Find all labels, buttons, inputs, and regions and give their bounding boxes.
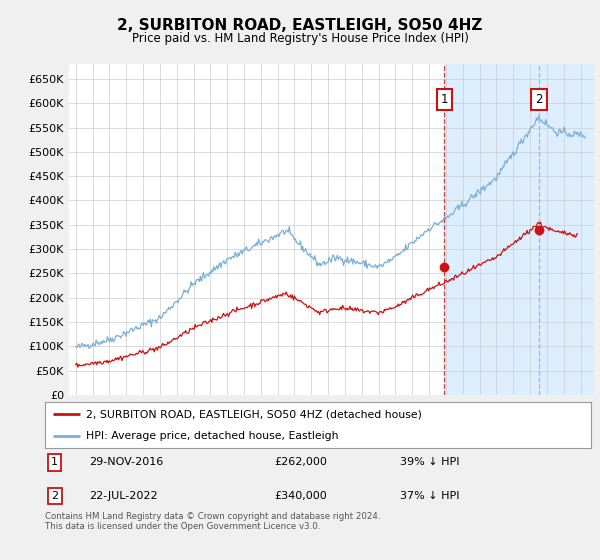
Text: 2: 2 xyxy=(51,491,58,501)
Text: HPI: Average price, detached house, Eastleigh: HPI: Average price, detached house, East… xyxy=(86,431,338,441)
Text: 2: 2 xyxy=(536,93,543,106)
Bar xyxy=(445,64,594,395)
Text: 37% ↓ HPI: 37% ↓ HPI xyxy=(400,491,460,501)
Text: 39% ↓ HPI: 39% ↓ HPI xyxy=(400,458,460,468)
Text: 1: 1 xyxy=(441,93,448,106)
Text: 1: 1 xyxy=(52,458,58,468)
Text: £340,000: £340,000 xyxy=(274,491,327,501)
Text: 2, SURBITON ROAD, EASTLEIGH, SO50 4HZ (detached house): 2, SURBITON ROAD, EASTLEIGH, SO50 4HZ (d… xyxy=(86,409,422,419)
Text: 22-JUL-2022: 22-JUL-2022 xyxy=(89,491,157,501)
Text: 2, SURBITON ROAD, EASTLEIGH, SO50 4HZ: 2, SURBITON ROAD, EASTLEIGH, SO50 4HZ xyxy=(118,18,482,33)
Text: £262,000: £262,000 xyxy=(274,458,327,468)
Text: 29-NOV-2016: 29-NOV-2016 xyxy=(89,458,163,468)
Text: Contains HM Land Registry data © Crown copyright and database right 2024.
This d: Contains HM Land Registry data © Crown c… xyxy=(45,512,380,531)
Text: Price paid vs. HM Land Registry's House Price Index (HPI): Price paid vs. HM Land Registry's House … xyxy=(131,32,469,45)
